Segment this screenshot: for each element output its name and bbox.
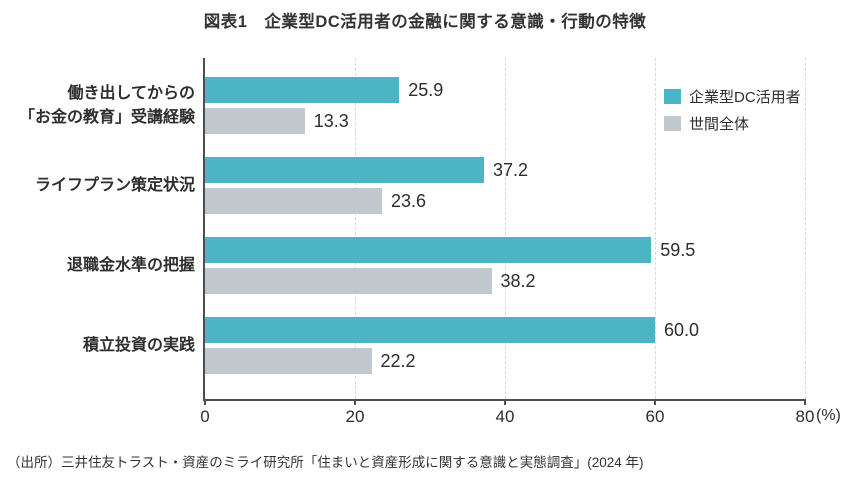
bar-value-label: 37.2 <box>493 160 529 180</box>
category-label-2: ライフプラン策定状況 <box>34 176 195 194</box>
x-axis-unit-label: (%) <box>816 407 841 424</box>
x-tick-label-20: 20 <box>345 407 365 426</box>
x-tick-40 <box>504 399 506 405</box>
bar-series2-group1 <box>205 108 305 134</box>
x-tick-label-60: 60 <box>645 407 665 426</box>
legend-label: 企業型DC活用者 <box>689 89 801 106</box>
bar-series2-group3 <box>205 268 492 294</box>
gridline-60 <box>655 58 656 399</box>
bar-value-label: 59.5 <box>660 240 696 260</box>
legend-swatch-icon <box>664 116 681 131</box>
bar-value-label: 60.0 <box>664 320 700 340</box>
bar-value-label: 25.9 <box>408 80 444 100</box>
legend-label: 世間全体 <box>689 116 750 133</box>
x-tick-0 <box>204 399 206 405</box>
source-note: （出所）三井住友トラスト・資産のミライ研究所「住まいと資産形成に関する意識と実態… <box>7 455 644 470</box>
bar-value-label: 38.2 <box>500 271 536 291</box>
x-tick-60 <box>654 399 656 405</box>
legend: 企業型DC活用者 世間全体 <box>664 86 801 140</box>
x-tick-80 <box>804 399 806 405</box>
bar-series1-group4 <box>205 317 655 343</box>
bar-value-label: 23.6 <box>390 191 427 211</box>
legend-row-1: 企業型DC活用者 <box>664 86 801 107</box>
legend-row-2: 世間全体 <box>664 113 801 134</box>
x-tick-label-40: 40 <box>495 407 515 426</box>
bar-value-label: 13.3 <box>313 111 349 131</box>
category-label-4: 積立投資の実践 <box>82 336 195 354</box>
plot-area: 25.9 13.3 37.2 23.6 59.5 38.2 60.0 22.2 0 20 40 60… <box>200 58 841 426</box>
gridline-40 <box>505 58 506 399</box>
chart-title: 図表1 企業型DC活用者の金融に関する意識・行動の特徴 <box>203 13 647 31</box>
bar-series1-group1 <box>205 77 400 103</box>
bar-value-label: 22.2 <box>380 351 416 371</box>
x-tick-20 <box>354 399 356 405</box>
legend-swatch-icon <box>664 89 681 104</box>
gridline-80 <box>805 58 806 399</box>
bar-series2-group2 <box>205 188 382 214</box>
x-tick-label-80: 80 <box>795 407 815 426</box>
bar-series1-group3 <box>205 237 652 263</box>
x-tick-label-0: 0 <box>200 407 210 426</box>
category-label-3: 退職金水準の把握 <box>66 256 195 274</box>
bar-series1-group2 <box>205 157 484 183</box>
bar-series2-group4 <box>205 348 372 374</box>
category-label-1: 働き出してからの 「お金の教育」受講経験 <box>18 84 195 126</box>
gridline-20 <box>355 58 356 399</box>
